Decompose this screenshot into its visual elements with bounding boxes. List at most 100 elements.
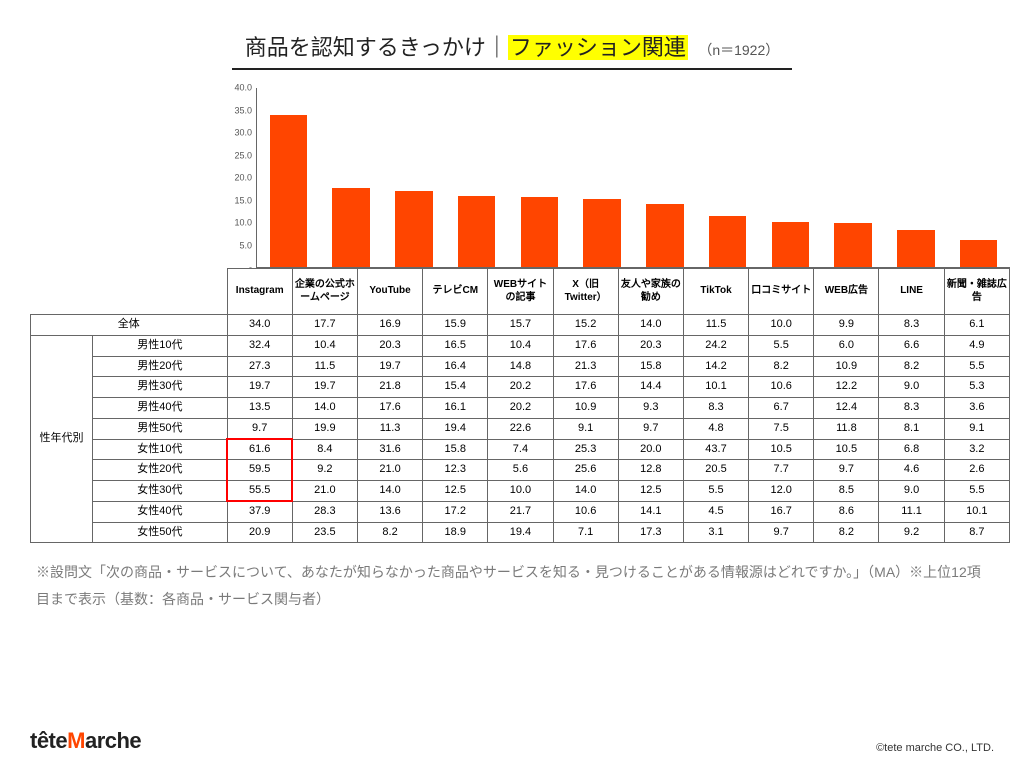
footnote: ※設問文「次の商品・サービスについて、あなたが知らなかった商品やサービスを知る・… <box>30 559 994 612</box>
cell: 20.3 <box>357 335 422 356</box>
table-row: 男性50代9.719.911.319.422.69.19.74.87.511.8… <box>31 418 1010 439</box>
cell: 20.9 <box>227 522 292 543</box>
bar-slot <box>822 88 885 267</box>
cell: 9.1 <box>944 418 1009 439</box>
y-tick: 35.0 <box>234 106 252 115</box>
cell: 59.5 <box>227 460 292 481</box>
bar <box>897 230 935 267</box>
data-table: Instagram企業の公式ホームページYouTubeテレビCMWEBサイトの記… <box>30 268 1010 543</box>
cell: 8.2 <box>879 356 944 377</box>
cell: 17.7 <box>292 315 357 336</box>
cell: 10.5 <box>749 439 814 460</box>
cell: 8.6 <box>814 501 879 522</box>
row-label: 女性30代 <box>93 481 228 502</box>
cell: 10.6 <box>553 501 618 522</box>
cell: 10.5 <box>814 439 879 460</box>
bar <box>834 223 872 267</box>
table-row: 女性40代37.928.313.617.221.710.614.14.516.7… <box>31 501 1010 522</box>
column-header: 友人や家族の勧め <box>618 269 683 315</box>
cell: 8.3 <box>879 315 944 336</box>
cell: 25.3 <box>553 439 618 460</box>
table-row: 女性10代61.68.431.615.87.425.320.043.710.51… <box>31 439 1010 460</box>
cell: 17.6 <box>553 335 618 356</box>
cell: 21.0 <box>292 481 357 502</box>
cell: 7.4 <box>488 439 553 460</box>
cell: 27.3 <box>227 356 292 377</box>
bar-chart: -5.010.015.020.025.030.035.040.0 <box>220 88 1010 268</box>
cell: 18.9 <box>423 522 488 543</box>
cell: 15.8 <box>618 356 683 377</box>
cell: 9.1 <box>553 418 618 439</box>
cell: 8.4 <box>292 439 357 460</box>
cell: 5.5 <box>944 356 1009 377</box>
row-label: 女性40代 <box>93 501 228 522</box>
row-label: 女性20代 <box>93 460 228 481</box>
cell: 20.2 <box>488 377 553 398</box>
cell: 10.1 <box>683 377 748 398</box>
cell: 20.3 <box>618 335 683 356</box>
column-header: X（旧Twitter） <box>553 269 618 315</box>
cell: 19.7 <box>227 377 292 398</box>
bar-slot <box>634 88 697 267</box>
cell: 4.9 <box>944 335 1009 356</box>
cell: 9.9 <box>814 315 879 336</box>
title-highlight: ファッション関連 <box>508 35 688 60</box>
cell: 9.7 <box>814 460 879 481</box>
cell: 4.8 <box>683 418 748 439</box>
y-tick: 25.0 <box>234 151 252 160</box>
cell: 61.6 <box>227 439 292 460</box>
plot-area <box>256 88 1010 268</box>
cell: 21.7 <box>488 501 553 522</box>
cell: 20.5 <box>683 460 748 481</box>
cell: 14.2 <box>683 356 748 377</box>
cell: 15.7 <box>488 315 553 336</box>
bar <box>395 191 433 267</box>
cell: 4.6 <box>879 460 944 481</box>
cell: 4.5 <box>683 501 748 522</box>
cell: 8.2 <box>357 522 422 543</box>
cell: 14.0 <box>618 315 683 336</box>
cell: 17.6 <box>357 398 422 419</box>
cell: 9.0 <box>879 377 944 398</box>
bar <box>960 240 998 267</box>
bar <box>583 199 621 267</box>
cell: 28.3 <box>292 501 357 522</box>
cell: 3.2 <box>944 439 1009 460</box>
cell: 9.7 <box>749 522 814 543</box>
cell: 9.7 <box>227 418 292 439</box>
table-row: 女性50代20.923.58.218.919.47.117.33.19.78.2… <box>31 522 1010 543</box>
cell: 20.2 <box>488 398 553 419</box>
y-tick: 40.0 <box>234 84 252 93</box>
bar-slot <box>320 88 383 267</box>
copyright: ©tete marche CO., LTD. <box>876 742 994 754</box>
cell: 6.0 <box>814 335 879 356</box>
title-n: （n＝1922） <box>698 42 779 58</box>
cell: 32.4 <box>227 335 292 356</box>
row-label: 男性30代 <box>93 377 228 398</box>
cell: 11.5 <box>292 356 357 377</box>
cell: 8.3 <box>683 398 748 419</box>
cell: 3.1 <box>683 522 748 543</box>
title-prefix: 商品を認知するきっかけ｜ <box>245 35 508 60</box>
cell: 8.3 <box>879 398 944 419</box>
cell: 19.4 <box>423 418 488 439</box>
cell: 12.5 <box>423 481 488 502</box>
cell: 12.8 <box>618 460 683 481</box>
bar-slot <box>885 88 948 267</box>
table-row: 女性30代55.521.014.012.510.014.012.55.512.0… <box>31 481 1010 502</box>
cell: 7.7 <box>749 460 814 481</box>
cell: 8.1 <box>879 418 944 439</box>
y-tick: 20.0 <box>234 174 252 183</box>
cell: 6.1 <box>944 315 1009 336</box>
column-header: LINE <box>879 269 944 315</box>
cell: 8.2 <box>749 356 814 377</box>
column-header: 口コミサイト <box>749 269 814 315</box>
cell: 10.9 <box>814 356 879 377</box>
y-tick: 15.0 <box>234 196 252 205</box>
cell: 8.2 <box>814 522 879 543</box>
cell: 20.0 <box>618 439 683 460</box>
row-label: 男性40代 <box>93 398 228 419</box>
column-header: 企業の公式ホームページ <box>292 269 357 315</box>
bar <box>458 196 496 267</box>
chart-title: 商品を認知するきっかけ｜ファッション関連 （n＝1922） <box>30 30 994 62</box>
